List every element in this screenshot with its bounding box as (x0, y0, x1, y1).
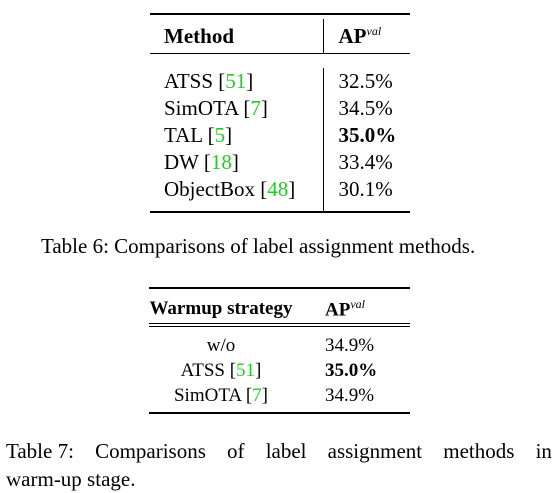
method-name: SimOTA (164, 96, 239, 120)
table-7-header-row: Warmup strategy APval (149, 295, 410, 324)
caption-word: Comparisons (95, 439, 206, 463)
caption-word: methods (443, 439, 515, 463)
caption-word: of (227, 439, 245, 463)
citation-link[interactable]: 7 (252, 384, 262, 406)
method-name: TAL (164, 123, 203, 147)
table-6-grid: Method APval ATSS [51] 32.5% SimOTA [7] 34.… (150, 13, 410, 213)
method-cell: TAL [5] (164, 123, 233, 147)
table-7: Warmup strategy APval w/o 34.9% ATSS [51] 3… (149, 287, 410, 414)
method-cell: SimOTA [7] (164, 96, 268, 120)
ap-value: 34.9% (325, 334, 375, 356)
header-ap: APval (322, 19, 410, 54)
caption-word: Table 7: (6, 439, 74, 463)
header-ap: APval (325, 296, 365, 321)
ap-value: 34.5% (322, 95, 410, 122)
citation-link[interactable]: 18 (210, 150, 232, 174)
method-name: DW (164, 150, 199, 174)
ap-value: 35.0% (322, 122, 410, 149)
table-6-header-row: Method APval (150, 19, 410, 54)
table-row: SimOTA [7] 34.5% (150, 95, 410, 122)
caption-word: assignment (327, 439, 423, 463)
table-6: Method APval ATSS [51] 32.5% SimOTA [7] 34.… (150, 13, 410, 213)
citation-link[interactable]: 48 (267, 177, 289, 201)
method-cell: ATSS [51] (164, 69, 254, 93)
strategy-name: w/o (206, 334, 236, 356)
ap-value: 32.5% (322, 68, 410, 95)
table-row: ATSS [51] 35.0% (149, 358, 410, 383)
strategy-cell: w/o (149, 333, 293, 358)
method-name: ATSS (164, 69, 214, 93)
caption-word: in (535, 439, 552, 463)
header-warmup-strategy: Warmup strategy (149, 298, 293, 319)
strategy-name: SimOTA (173, 384, 242, 406)
table-row: ObjectBox [48] 30.1% (150, 176, 410, 203)
table-row: ATSS [51] 32.5% (150, 68, 410, 95)
table-row: SimOTA [7] 34.9% (149, 383, 410, 408)
table-7-caption: Table 7: Comparisons of label assignment meth… (6, 437, 552, 493)
method-cell: ObjectBox [48] (164, 177, 296, 201)
ap-value: 35.0% (325, 359, 378, 381)
table-7-grid: Warmup strategy APval w/o 34.9% ATSS [51] 3… (149, 287, 410, 414)
table-6-caption: Table 6: Comparisons of label assignment… (41, 234, 476, 258)
table-7-caption-line-1: Table 7: Comparisons of label assignment meth… (6, 437, 552, 465)
method-cell: DW [18] (164, 150, 239, 174)
ap-value: 33.4% (322, 149, 410, 176)
citation-link[interactable]: 7 (250, 96, 261, 120)
strategy-name: ATSS (180, 359, 225, 381)
method-name: ObjectBox (164, 177, 255, 201)
ap-value: 30.1% (322, 176, 410, 203)
header-method: Method (164, 23, 234, 48)
citation-link[interactable]: 5 (214, 123, 226, 147)
table-row: TAL [5] 35.0% (150, 122, 410, 149)
table-7-caption-line-2: warm-up stage. (6, 467, 136, 491)
table-row: DW [18] 33.4% (150, 149, 410, 176)
strategy-cell: ATSS [51] (180, 359, 262, 381)
table-row: w/o 34.9% (149, 333, 410, 358)
strategy-cell: SimOTA [7] (173, 384, 268, 406)
ap-value: 34.9% (325, 384, 375, 406)
citation-link[interactable]: 51 (236, 359, 256, 381)
citation-link[interactable]: 51 (225, 69, 247, 93)
caption-word: label (265, 439, 307, 463)
